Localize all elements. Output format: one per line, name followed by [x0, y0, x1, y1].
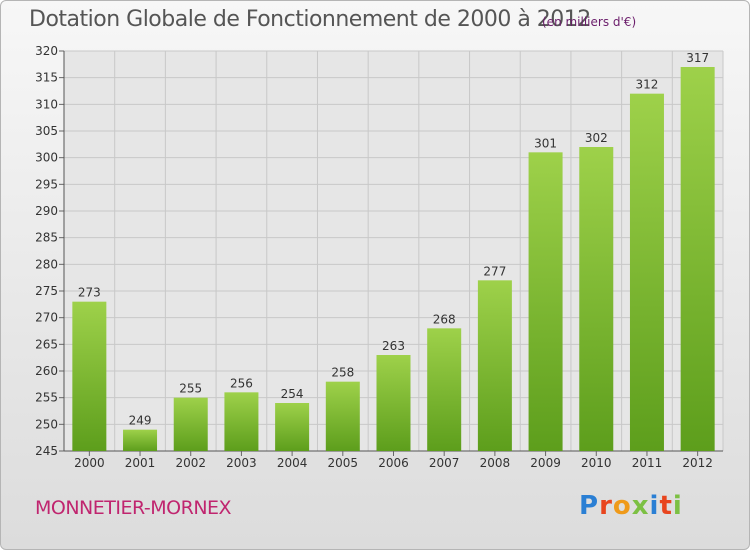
data-label: 312 [636, 78, 659, 92]
data-label: 277 [483, 264, 506, 278]
x-tick-label: 2004 [277, 456, 308, 470]
bar [325, 381, 360, 451]
y-tick-label: 260 [35, 364, 58, 378]
y-tick-label: 270 [35, 311, 58, 325]
data-label: 302 [585, 131, 608, 145]
y-tick-label: 250 [35, 417, 58, 431]
y-tick-label: 285 [35, 231, 58, 245]
y-tick-label: 320 [35, 44, 58, 58]
y-tick-label: 255 [35, 391, 58, 405]
logo-letter: r [599, 491, 613, 521]
proxiti-logo: Proxiti [579, 491, 683, 521]
bar [579, 147, 614, 451]
x-tick-label: 2012 [682, 456, 713, 470]
bar [123, 429, 158, 451]
y-tick-label: 265 [35, 337, 58, 351]
x-tick-label: 2002 [175, 456, 206, 470]
y-tick-label: 300 [35, 151, 58, 165]
data-label: 263 [382, 339, 405, 353]
bar-chart: 245 250 255 260 265 270 275 280 285 290 295 300 305 3… [35, 44, 724, 470]
data-label: 256 [230, 376, 253, 390]
data-label: 255 [179, 382, 202, 396]
bar [528, 152, 563, 452]
logo-letter: o [612, 491, 632, 521]
x-tick-label: 2011 [632, 456, 663, 470]
data-label: 249 [129, 414, 152, 428]
data-label: 301 [534, 136, 557, 150]
x-tick-label: 2010 [581, 456, 612, 470]
data-label: 268 [433, 312, 456, 326]
x-tick-label: 2001 [125, 456, 156, 470]
logo-letter: t [659, 491, 673, 521]
bar [376, 355, 411, 451]
bar [173, 397, 208, 451]
data-label: 254 [281, 387, 304, 401]
bar [224, 392, 259, 451]
chart-title: Dotation Globale de Fonctionnement de 20… [29, 7, 591, 32]
logo-letter: P [579, 491, 600, 521]
x-tick-label: 2007 [429, 456, 460, 470]
x-tick-label: 2009 [530, 456, 561, 470]
x-tick-label: 2005 [328, 456, 359, 470]
data-label: 258 [331, 366, 354, 380]
y-tick-label: 245 [35, 444, 58, 458]
bar [72, 301, 107, 451]
data-label: 317 [686, 51, 709, 65]
bar [427, 328, 462, 451]
logo-letter: i [649, 491, 660, 521]
x-tick-label: 2003 [226, 456, 257, 470]
y-tick-label: 310 [35, 97, 58, 111]
logo-letter: i [672, 491, 683, 521]
data-label: 273 [78, 286, 101, 300]
logo-letter: x [631, 491, 650, 521]
y-tick-label: 290 [35, 204, 58, 218]
chart-unit: (en milliers d'€) [542, 15, 637, 29]
x-tick-label: 2008 [480, 456, 511, 470]
y-tick-label: 280 [35, 257, 58, 271]
town-name: MONNETIER-MORNEX [35, 497, 232, 519]
y-tick-label: 275 [35, 284, 58, 298]
y-tick-label: 305 [35, 124, 58, 138]
y-tick-label: 315 [35, 71, 58, 85]
bar [629, 93, 664, 452]
x-tick-label: 2006 [378, 456, 409, 470]
bar [680, 67, 715, 451]
y-tick-label: 295 [35, 177, 58, 191]
x-tick-label: 2000 [74, 456, 105, 470]
bar [275, 403, 310, 451]
bar [477, 280, 512, 451]
